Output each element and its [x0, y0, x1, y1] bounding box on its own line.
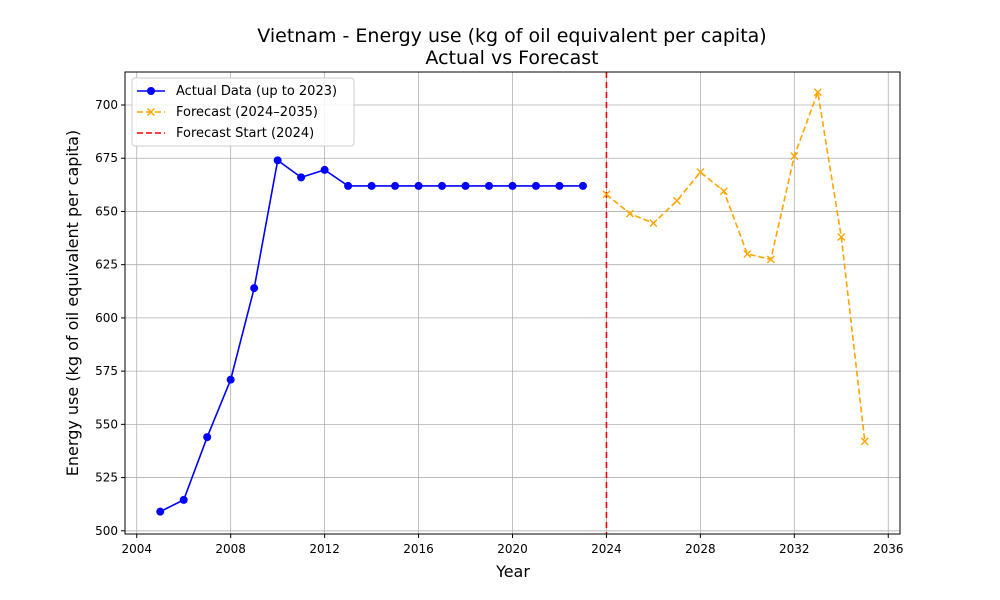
- forecast-data-point: [813, 88, 822, 97]
- legend: Actual Data (up to 2023) Forecast (2024–…: [131, 77, 355, 147]
- actual-data-point: [485, 181, 494, 190]
- y-tick-label: 525: [95, 471, 118, 485]
- x-tick-label: 2032: [779, 542, 810, 556]
- actual-data-point: [226, 375, 235, 384]
- actual-data-point: [250, 284, 259, 293]
- legend-marker-forecast: [147, 108, 155, 116]
- actual-data-point: [367, 181, 376, 190]
- actual-data-point: [320, 165, 329, 174]
- x-axis-label: Year: [495, 562, 530, 581]
- x-tick-label: 2028: [685, 542, 716, 556]
- actual-data-point: [179, 495, 188, 504]
- legend-label-forecast: Forecast (2024–2035): [176, 105, 318, 120]
- forecast-data-point: [696, 168, 705, 177]
- actual-data-point: [531, 181, 540, 190]
- y-tick-label: 675: [95, 151, 118, 165]
- forecast-marker-stroke: [790, 152, 799, 161]
- forecast-marker-stroke: [766, 255, 775, 264]
- forecast-data-point: [790, 152, 799, 161]
- legend-marker-stroke: [147, 108, 155, 116]
- forecast-marker-stroke: [860, 437, 869, 446]
- forecast-marker-stroke: [719, 187, 728, 196]
- actual-data-point: [438, 181, 447, 190]
- y-tick-label: 600: [95, 311, 118, 325]
- legend-label-forecast-start: Forecast Start (2024): [176, 126, 314, 141]
- forecast-data-point: [860, 437, 869, 446]
- x-tick-label: 2020: [497, 542, 528, 556]
- forecast-data-point: [625, 209, 634, 218]
- forecast-marker-stroke: [625, 209, 634, 218]
- legend-label-actual: Actual Data (up to 2023): [176, 84, 337, 99]
- grid: [125, 72, 900, 534]
- y-tick-label: 700: [95, 98, 118, 112]
- y-axis-label: Energy use (kg of oil equivalent per cap…: [63, 130, 82, 476]
- forecast-marker-stroke: [813, 88, 822, 97]
- forecast-data-point: [719, 187, 728, 196]
- forecast-marker-stroke: [696, 168, 705, 177]
- actual-data-point: [461, 181, 470, 190]
- forecast-data-point: [766, 255, 775, 264]
- forecast-marker-stroke: [649, 219, 658, 228]
- actual-data-point: [508, 181, 517, 190]
- forecast-marker-stroke: [672, 196, 681, 205]
- actual-data-point: [391, 181, 400, 190]
- y-tick-label: 625: [95, 258, 118, 272]
- legend-frame: [131, 77, 355, 147]
- forecast-data-point: [672, 196, 681, 205]
- x-tick-label: 2012: [309, 542, 340, 556]
- actual-data-point: [203, 433, 212, 442]
- y-tick-label: 575: [95, 364, 118, 378]
- y-tick-label: 550: [95, 417, 118, 431]
- axes: 2004 2008 2012 2016 2020 2024 2028 2032 2036 500 5…: [95, 71, 904, 556]
- y-tick-label: 650: [95, 204, 118, 218]
- forecast-marker-stroke: [743, 250, 752, 259]
- actual-data-point: [555, 181, 564, 190]
- forecast-data-point: [743, 250, 752, 259]
- actual-data-point: [156, 507, 165, 516]
- x-tick-label: 2004: [121, 542, 152, 556]
- forecast-data-point: [602, 190, 611, 199]
- forecast-data-point: [837, 233, 846, 241]
- x-tick-label: 2036: [873, 542, 904, 556]
- x-tick-label: 2024: [591, 542, 622, 556]
- forecast-marker-stroke: [837, 233, 846, 241]
- actual-data-point: [297, 173, 306, 182]
- actual-data-point: [414, 181, 423, 190]
- plot-area: [156, 72, 869, 534]
- y-tick-label: 500: [95, 524, 118, 538]
- legend-marker-actual: [147, 87, 155, 95]
- actual-data-point: [578, 181, 587, 190]
- forecast-data-point: [649, 219, 658, 228]
- actual-data-point: [273, 156, 282, 165]
- chart-title: Vietnam - Energy use (kg of oil equivale…: [257, 25, 766, 47]
- actual-data-point: [344, 181, 353, 190]
- forecast-series-line: [605, 89, 866, 442]
- chart-subtitle: Actual vs Forecast: [425, 47, 598, 69]
- x-tick-label: 2016: [403, 542, 434, 556]
- forecast-marker-stroke: [602, 190, 611, 199]
- x-tick-label: 2008: [215, 542, 246, 556]
